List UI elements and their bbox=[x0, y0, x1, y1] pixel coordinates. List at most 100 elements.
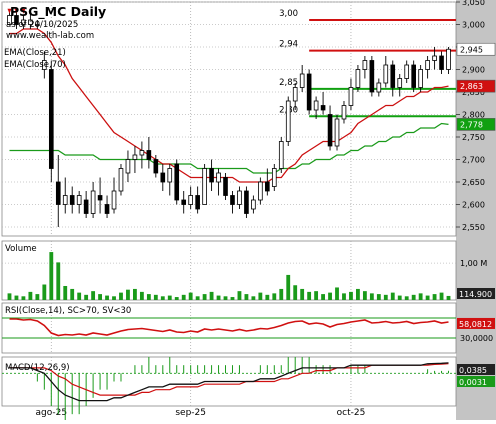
candle-body bbox=[285, 100, 291, 142]
volume-bar bbox=[209, 291, 214, 300]
y-tick-label: 2,900 bbox=[462, 66, 485, 75]
candle-body bbox=[432, 55, 437, 61]
candle-body bbox=[341, 105, 347, 120]
volume-bar bbox=[98, 294, 102, 300]
volume-bar bbox=[390, 292, 395, 300]
volume-bar bbox=[56, 262, 61, 300]
rsi-line bbox=[9, 318, 449, 337]
candle-body bbox=[244, 190, 249, 214]
candle-body bbox=[446, 48, 451, 70]
volume-bar bbox=[91, 291, 96, 300]
candle-body bbox=[439, 55, 444, 70]
candle-body bbox=[216, 172, 221, 183]
candle-body bbox=[348, 87, 354, 106]
candle-body bbox=[223, 177, 228, 196]
chart-title: PSG_MC Daily bbox=[10, 4, 106, 20]
macd-badge bbox=[457, 364, 495, 375]
volume-bar bbox=[404, 296, 409, 300]
volume-bar bbox=[223, 296, 228, 300]
volume-bar bbox=[63, 285, 68, 300]
volume-bar bbox=[418, 293, 423, 300]
volume-bar bbox=[133, 288, 137, 300]
volume-bar bbox=[153, 294, 158, 300]
candle-body bbox=[425, 60, 430, 70]
candle-body bbox=[195, 195, 200, 210]
candle-body bbox=[7, 15, 12, 25]
candle-body bbox=[160, 172, 166, 183]
candle-body bbox=[313, 100, 319, 111]
legend-ema70: EMA(Close,70) bbox=[4, 60, 66, 70]
volume-bar bbox=[425, 295, 430, 300]
volume-bar bbox=[42, 284, 47, 300]
volume-bar bbox=[265, 294, 270, 300]
y-tick-label: 2,800 bbox=[462, 111, 485, 120]
candle-body bbox=[132, 154, 138, 160]
volume-bar bbox=[293, 285, 298, 300]
candle-body bbox=[334, 118, 340, 147]
candle-body bbox=[418, 69, 423, 88]
candle-body bbox=[327, 114, 333, 147]
candle-body bbox=[320, 105, 326, 111]
candle-body bbox=[376, 82, 382, 93]
macd-title: MACD(12,26,9) bbox=[5, 363, 70, 373]
volume-bar bbox=[216, 295, 221, 300]
candle-body bbox=[139, 150, 145, 156]
volume-bar bbox=[321, 294, 325, 300]
candle-body bbox=[390, 64, 396, 88]
volume-bar bbox=[14, 295, 19, 300]
price-badge-label: 2,778 bbox=[460, 120, 483, 129]
candle-body bbox=[188, 195, 193, 205]
candle-body bbox=[258, 181, 263, 201]
candle-body bbox=[278, 141, 284, 169]
candle-body bbox=[35, 24, 40, 26]
candle-body bbox=[97, 195, 103, 201]
volume-bar bbox=[356, 288, 360, 300]
candle-body bbox=[118, 168, 124, 192]
volume-bar bbox=[35, 294, 40, 300]
candle-body bbox=[104, 204, 110, 214]
signal-marker bbox=[21, 8, 26, 14]
price-badge-label: 2,863 bbox=[460, 82, 483, 91]
y-tick-label: 3,000 bbox=[462, 21, 485, 30]
volume-bar bbox=[411, 294, 416, 300]
macd-badge-label: 0,0385 bbox=[459, 366, 487, 375]
macd-badge2 bbox=[457, 376, 495, 387]
y-tick-label: 3,050 bbox=[462, 0, 485, 7]
volume-bar bbox=[139, 291, 144, 300]
rsi-title: RSI(Close,14), SC>70, SV<30 bbox=[5, 306, 131, 316]
volume-bar bbox=[119, 292, 123, 300]
candle-body bbox=[146, 150, 152, 160]
volume-bar bbox=[112, 296, 116, 300]
volume-bar bbox=[376, 294, 381, 300]
volume-bar bbox=[258, 292, 263, 300]
x-tick-label: oct-25 bbox=[337, 408, 366, 418]
pane-vol bbox=[1, 240, 457, 301]
candle-body bbox=[125, 159, 131, 174]
volume-bar bbox=[397, 295, 402, 300]
candle-body bbox=[362, 60, 368, 70]
candle-body bbox=[209, 168, 214, 183]
candle-body bbox=[397, 78, 403, 88]
signal-marker bbox=[7, 8, 12, 14]
x-tick-label: ago-25 bbox=[35, 408, 67, 418]
candle-body bbox=[411, 64, 416, 88]
volume-bar bbox=[160, 296, 165, 300]
volume-bar bbox=[349, 291, 353, 300]
y-tick-label: 2,850 bbox=[462, 88, 485, 97]
volume-bar bbox=[105, 295, 109, 300]
candle-body bbox=[62, 195, 68, 205]
volume-bar bbox=[202, 294, 207, 300]
price-badge-label: 2,945 bbox=[460, 45, 483, 54]
volume-bar bbox=[314, 291, 319, 300]
volume-bar bbox=[300, 288, 305, 300]
macd-badge2-label: 0,0031 bbox=[459, 378, 487, 387]
candle-body bbox=[48, 69, 54, 169]
y-tick-label: 2,650 bbox=[462, 178, 485, 187]
chart-subtitle: as of 20/10/2025 bbox=[6, 20, 78, 30]
level-label: 2,85 bbox=[279, 78, 298, 88]
volume-bar bbox=[439, 292, 444, 300]
chart-source: www.wealth-lab.com bbox=[6, 31, 94, 41]
rsi-tick-label: 30,0000 bbox=[460, 334, 493, 343]
